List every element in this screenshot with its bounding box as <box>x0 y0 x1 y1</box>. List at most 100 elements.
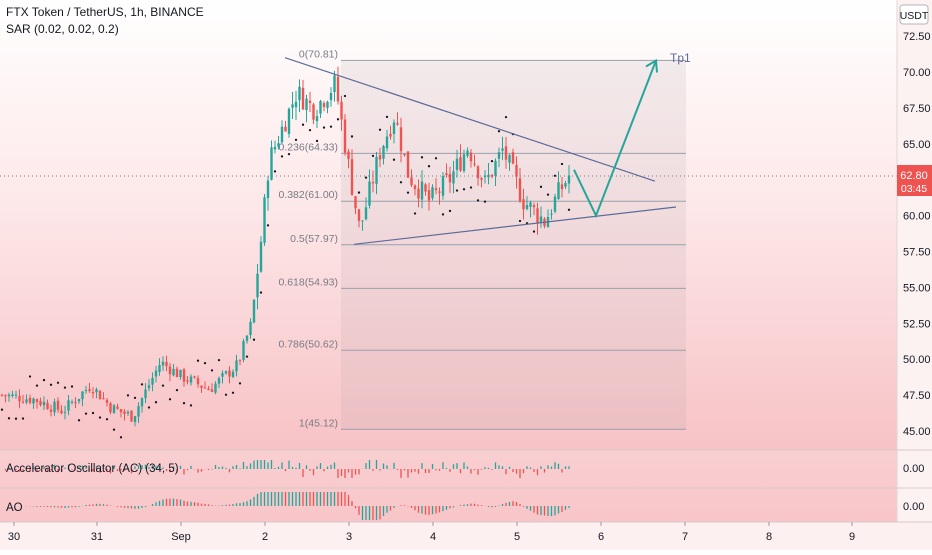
candle-body-up <box>529 202 532 207</box>
sar-dot <box>273 170 277 173</box>
candle-body-up <box>11 394 14 397</box>
candle-body-up <box>235 360 238 372</box>
sar-dot <box>168 398 172 401</box>
sar-dot <box>42 378 46 382</box>
candle-body-up <box>375 156 378 184</box>
sar-dot <box>56 381 60 384</box>
fib-retracement[interactable]: 0(70.81) 0.236(64.33) 0.382(61.00) 0.5(57.9… <box>278 48 686 430</box>
sar-series <box>0 94 571 439</box>
sar-dot <box>133 396 137 399</box>
candle-body-up <box>497 152 501 159</box>
candle-body-up <box>172 368 175 376</box>
candle-body-down <box>389 133 392 137</box>
currency-badge[interactable]: USDT <box>899 4 929 25</box>
time-tick-label: 30 <box>8 531 20 543</box>
fib-level-label: 0.786(50.62) <box>278 338 338 350</box>
candle-body-up <box>392 122 396 135</box>
candle-body-up <box>242 341 245 360</box>
candle-body-up <box>63 411 67 413</box>
sar-dot <box>504 115 508 119</box>
candle-body-down <box>427 190 431 201</box>
sar-dot <box>560 162 564 166</box>
sar-dot <box>126 394 130 397</box>
candle-body-down <box>182 369 186 382</box>
candle-body-down <box>403 153 406 155</box>
candle-body-up <box>231 371 235 377</box>
candle-body-down <box>46 402 49 410</box>
sar-dot <box>28 375 32 378</box>
candle-body-up <box>154 370 158 377</box>
candle-body-down <box>378 155 382 160</box>
candle-body-up <box>84 390 88 392</box>
price-axis[interactable] <box>897 0 932 550</box>
candle-body-up <box>420 181 424 200</box>
candle-body-up <box>287 108 291 134</box>
candle-body-down <box>522 199 525 210</box>
sar-dot <box>546 193 550 196</box>
candle-body-down <box>88 389 91 392</box>
candle-body-down <box>536 208 539 224</box>
candle-body-up <box>259 241 263 272</box>
sar-dot <box>70 385 74 388</box>
candle-body-up <box>319 101 322 114</box>
ao-indicator-title[interactable]: AO <box>6 502 23 514</box>
sar-dot <box>182 402 186 405</box>
sar-dot <box>294 138 298 142</box>
fib-level-label: 1(45.12) <box>299 417 338 429</box>
sar-dot <box>455 189 459 192</box>
sar-dot <box>224 393 228 396</box>
sar-dot <box>329 125 333 128</box>
candle-body-down <box>105 399 109 403</box>
sar-dot <box>189 404 193 407</box>
sar-dot <box>147 406 151 409</box>
candle-body-down <box>354 196 357 209</box>
candle-body-down <box>130 410 133 422</box>
fib-level-label: 0.618(54.93) <box>278 276 338 288</box>
candle-body-up <box>326 101 329 108</box>
candle-body-down <box>119 409 123 413</box>
sar-dot <box>203 361 207 365</box>
sar-dot <box>259 291 263 294</box>
sar-dot <box>238 382 242 385</box>
last-price-value: 62.80 <box>900 170 928 182</box>
candle-body-down <box>476 166 480 179</box>
time-tick-label: 31 <box>91 531 103 543</box>
trend-drawings[interactable]: Tp1 <box>284 51 691 245</box>
candle-body-up <box>7 394 11 397</box>
candle-body-up <box>557 182 560 200</box>
sar-dot <box>385 115 389 119</box>
candle-body-down <box>357 209 361 221</box>
sar-dot <box>0 408 4 411</box>
candle-body-down <box>200 385 203 388</box>
sar-dot <box>266 224 270 227</box>
sar-dot <box>63 386 67 389</box>
candle-body-up <box>431 187 434 199</box>
candle-body-down <box>312 104 315 120</box>
candle-body-down <box>322 103 326 107</box>
sar-dot <box>21 417 25 420</box>
symbol-title[interactable]: FTX Token / TetherUS, 1h, BINANCE <box>6 5 204 19</box>
candle-body-up <box>42 401 46 406</box>
ac-indicator-title[interactable]: Accelerator Oscillator (AC) (34, 5) <box>6 463 179 475</box>
sar-dot <box>378 128 382 131</box>
candle-body-up <box>70 401 74 403</box>
price-tick-label: 70.00 <box>903 67 931 79</box>
candle-body-up <box>294 101 298 108</box>
sar-indicator-label[interactable]: SAR (0.02, 0.02, 0.2) <box>6 22 119 36</box>
candle-body-up <box>382 146 385 159</box>
candle-body-down <box>28 397 32 403</box>
candle-body-down <box>193 376 196 378</box>
candle-body-up <box>305 98 308 110</box>
sar-dot <box>49 383 53 386</box>
candle-body-down <box>438 191 441 193</box>
sar-dot <box>105 418 109 421</box>
candle-body-up <box>273 146 277 150</box>
time-axis[interactable] <box>0 522 932 550</box>
candle-body-up <box>140 398 144 407</box>
price-tick-label: 72.50 <box>903 31 931 43</box>
candle-body-down <box>469 152 473 162</box>
triangle-upper-line <box>284 57 656 182</box>
time-tick-label: 3 <box>346 531 352 543</box>
